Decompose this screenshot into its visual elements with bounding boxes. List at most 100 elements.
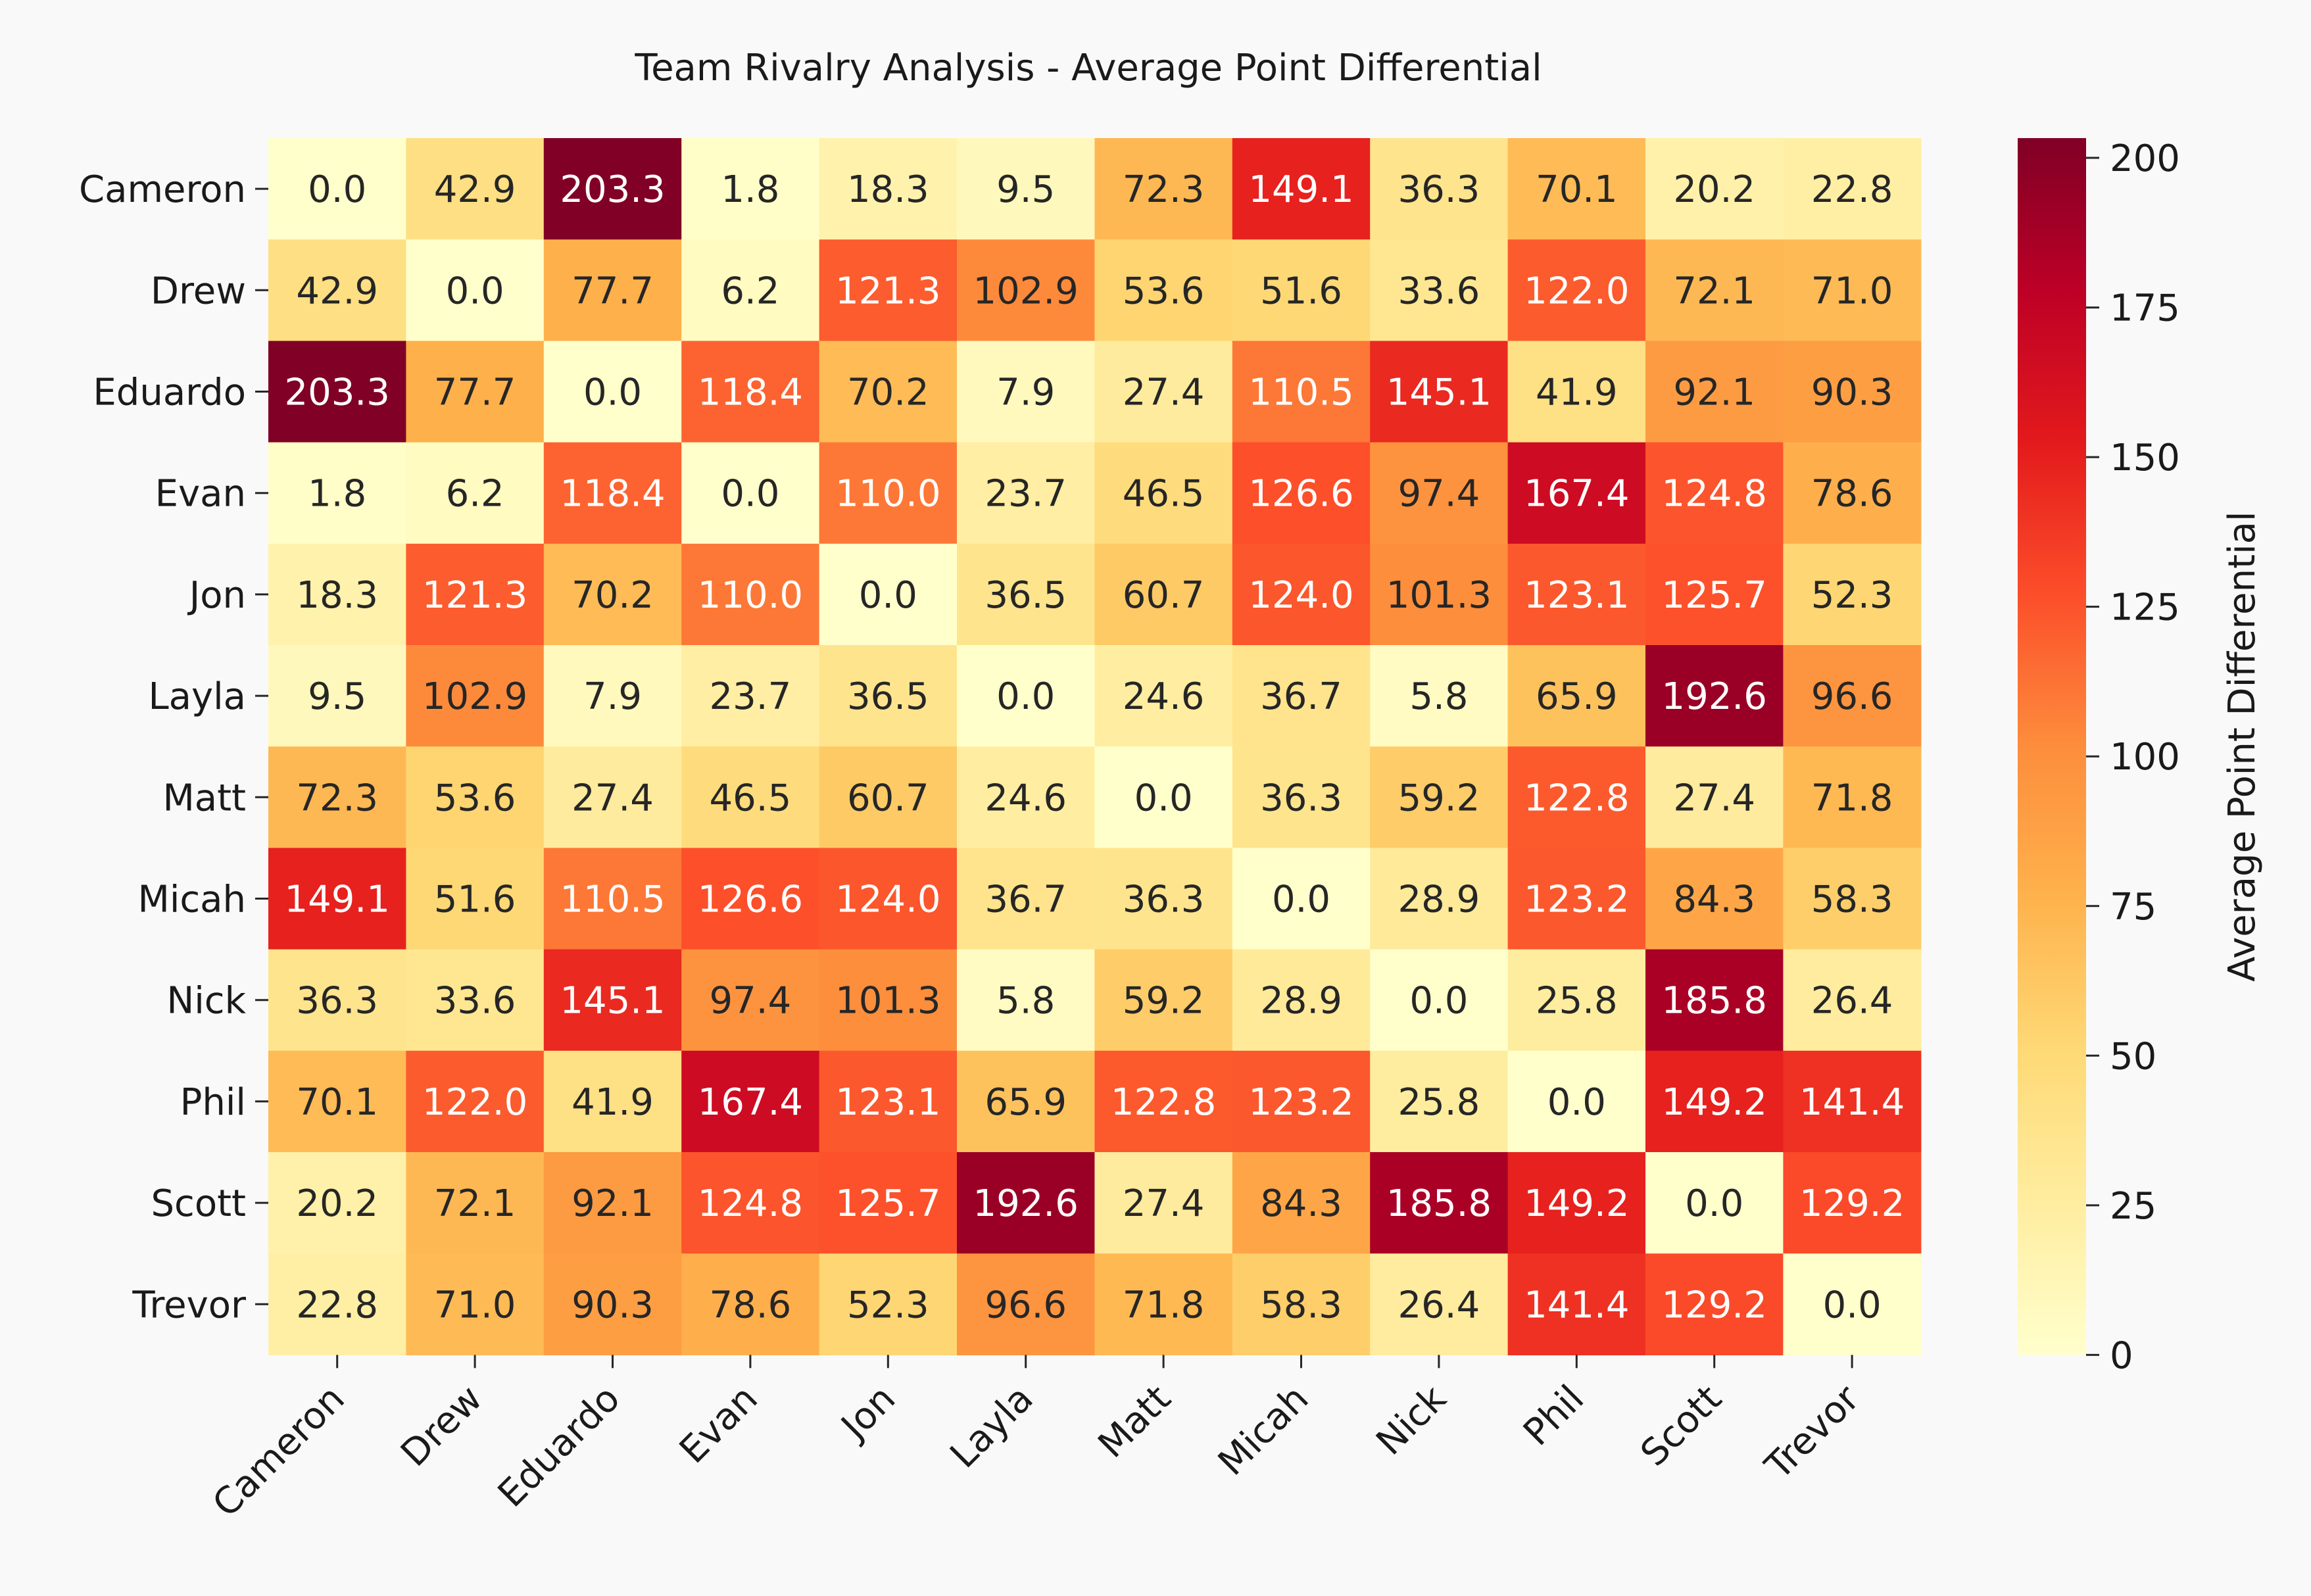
cell-value-label: 96.6 bbox=[985, 1284, 1067, 1326]
heatmap-cell bbox=[819, 341, 958, 443]
cell-value-label: 52.3 bbox=[847, 1284, 929, 1326]
heatmap-cell bbox=[957, 1253, 1095, 1355]
heatmap-cell bbox=[1783, 746, 1922, 848]
colorbar-tick-label: 175 bbox=[2110, 287, 2180, 330]
cell-value-label: 51.6 bbox=[434, 879, 516, 921]
cell-value-label: 77.7 bbox=[572, 270, 654, 312]
cell-value-label: 23.7 bbox=[710, 675, 792, 718]
heatmap-cell bbox=[406, 848, 545, 950]
cell-value-label: 0.0 bbox=[1823, 1284, 1882, 1326]
heatmap-cell bbox=[268, 442, 406, 544]
heatmap-cell bbox=[406, 543, 545, 646]
heatmap-cell bbox=[1370, 1050, 1509, 1153]
heatmap-cell bbox=[957, 645, 1095, 747]
heatmap-cell bbox=[268, 138, 406, 240]
cell-value-label: 72.3 bbox=[296, 777, 378, 819]
cell-value-label: 77.7 bbox=[434, 372, 516, 414]
cell-value-label: 72.1 bbox=[434, 1182, 516, 1225]
row-axis: Cameron Drew Eduardo Evan Jon Layla Matt Micah N… bbox=[79, 168, 268, 1326]
cell-value-label: 141.4 bbox=[1799, 1081, 1905, 1124]
heatmap-cell bbox=[543, 442, 682, 544]
row-tick-label: Layla bbox=[148, 675, 246, 718]
heatmap-cell bbox=[1645, 949, 1784, 1052]
cell-value-label: 33.6 bbox=[434, 980, 516, 1023]
cell-value-label: 59.2 bbox=[1398, 777, 1480, 819]
heatmap-cell bbox=[1370, 239, 1509, 341]
cell-value-label: 52.3 bbox=[1811, 574, 1893, 617]
cell-value-label: 1.8 bbox=[308, 473, 366, 516]
cell-value-label: 0.0 bbox=[583, 372, 642, 414]
heatmap-cell bbox=[1232, 341, 1371, 443]
cell-value-label: 145.1 bbox=[560, 980, 665, 1023]
heatmap-cell bbox=[1094, 543, 1233, 646]
heatmap-cell bbox=[1232, 746, 1371, 848]
cell-value-label: 36.7 bbox=[985, 879, 1067, 921]
heatmap-cell bbox=[543, 543, 682, 646]
cell-value-label: 60.7 bbox=[1123, 574, 1205, 617]
cell-value-label: 110.0 bbox=[835, 473, 940, 516]
heatmap-cell bbox=[406, 239, 545, 341]
heatmap-cell bbox=[1094, 138, 1233, 240]
cell-value-label: 59.2 bbox=[1123, 980, 1205, 1023]
heatmap-cell bbox=[1783, 341, 1922, 443]
cell-value-label: 123.1 bbox=[1524, 574, 1629, 617]
cell-value-label: 78.6 bbox=[1811, 473, 1893, 516]
heatmap-cell bbox=[1507, 442, 1646, 544]
row-tick-label: Evan bbox=[155, 473, 246, 516]
cell-value-label: 102.9 bbox=[422, 675, 527, 718]
cell-value-label: 0.0 bbox=[1547, 1081, 1606, 1124]
cell-value-label: 36.5 bbox=[847, 675, 929, 718]
row-tick-label: Nick bbox=[166, 980, 246, 1023]
heatmap-cell bbox=[681, 1152, 820, 1254]
heatmap-cell bbox=[1783, 949, 1922, 1052]
row-tick-label: Phil bbox=[180, 1081, 246, 1124]
heatmap-cell bbox=[819, 949, 958, 1052]
heatmap-cell bbox=[1094, 1050, 1233, 1153]
heatmap-cell bbox=[406, 1152, 545, 1254]
cell-value-label: 53.6 bbox=[1123, 270, 1205, 312]
colorbar-tick-label: 0 bbox=[2110, 1334, 2133, 1377]
heatmap-cell bbox=[543, 1152, 682, 1254]
cell-value-label: 149.2 bbox=[1662, 1081, 1767, 1124]
heatmap-cell bbox=[1645, 543, 1784, 646]
heatmap-cell bbox=[1370, 645, 1509, 747]
cell-value-label: 24.6 bbox=[985, 777, 1067, 819]
heatmap-cell bbox=[1507, 1050, 1646, 1153]
cell-value-label: 124.8 bbox=[698, 1182, 803, 1225]
colorbar-tick-label: 100 bbox=[2110, 736, 2180, 779]
row-tick-label: Drew bbox=[151, 270, 246, 312]
cell-value-label: 0.0 bbox=[721, 473, 779, 516]
cell-value-label: 101.3 bbox=[1386, 574, 1492, 617]
heatmap-cell bbox=[406, 1253, 545, 1355]
cell-value-label: 141.4 bbox=[1524, 1284, 1629, 1326]
cell-value-label: 7.9 bbox=[583, 675, 642, 718]
cell-value-label: 124.0 bbox=[1248, 574, 1353, 617]
cell-value-label: 129.2 bbox=[1662, 1284, 1767, 1326]
cell-value-label: 110.0 bbox=[698, 574, 803, 617]
heatmap-cell bbox=[681, 949, 820, 1052]
heatmap-cell bbox=[406, 645, 545, 747]
heatmap-cell bbox=[681, 645, 820, 747]
heatmap-cells bbox=[268, 138, 1922, 1355]
heatmap-cell bbox=[1094, 746, 1233, 848]
heatmap-cell bbox=[819, 1050, 958, 1153]
heatmap-cell bbox=[1783, 645, 1922, 747]
cell-value-label: 92.1 bbox=[572, 1182, 654, 1225]
heatmap-cell bbox=[1094, 949, 1233, 1052]
heatmap-cell bbox=[681, 746, 820, 848]
cell-value-label: 192.6 bbox=[973, 1182, 1079, 1225]
cell-value-label: 33.6 bbox=[1398, 270, 1480, 312]
heatmap-cell bbox=[1232, 239, 1371, 341]
cell-value-label: 26.4 bbox=[1398, 1284, 1480, 1326]
cell-value-label: 25.8 bbox=[1536, 980, 1618, 1023]
cell-value-label: 36.3 bbox=[296, 980, 378, 1023]
cell-value-label: 185.8 bbox=[1662, 980, 1767, 1023]
cell-value-label: 0.0 bbox=[996, 675, 1055, 718]
cell-value-label: 6.2 bbox=[721, 270, 779, 312]
heatmap-cell bbox=[819, 239, 958, 341]
heatmap-cell bbox=[681, 341, 820, 443]
heatmap-cell bbox=[268, 1152, 406, 1254]
heatmap-cell bbox=[1232, 442, 1371, 544]
cell-value-label: 185.8 bbox=[1386, 1182, 1492, 1225]
